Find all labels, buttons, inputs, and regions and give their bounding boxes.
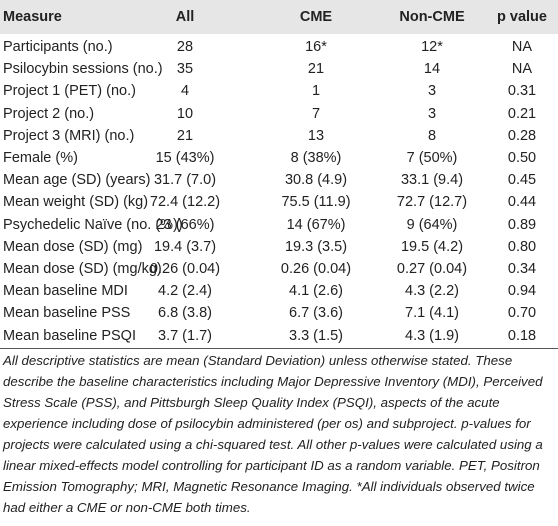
row-label: Mean baseline PSS (3, 305, 131, 322)
cell: 0.21 (507, 105, 537, 122)
row-label: Mean age (SD) (years) (3, 172, 151, 189)
cell: 0.70 (507, 305, 537, 322)
cell: 6.8 (3.8) (158, 305, 212, 322)
cell: 72.4 (12.2) (149, 194, 221, 211)
cell: 35 (176, 61, 194, 78)
cell: NA (511, 39, 533, 55)
cell: 21 (307, 61, 325, 78)
cell: 15 (43%) (155, 150, 215, 166)
cell: 16* (305, 39, 327, 55)
row-label: Project 3 (MRI) (no.) (3, 127, 135, 144)
cell: 0.45 (507, 172, 537, 189)
row-label: Psilocybin sessions (no.) (3, 61, 163, 78)
cell: 4.3 (2.2) (405, 283, 459, 300)
cell: 19.3 (3.5) (284, 238, 348, 255)
row-label: Mean baseline PSQI (3, 327, 136, 344)
cell: 14 (423, 61, 441, 78)
cell: 0.28 (507, 127, 537, 144)
cell: 0.34 (507, 261, 537, 277)
row-label: Mean dose (SD) (mg) (3, 238, 143, 255)
cell: 33.1 (9.4) (400, 172, 464, 189)
cell: 8 (427, 127, 437, 144)
row-label: Mean baseline MDI (3, 283, 128, 300)
cell: 31.7 (7.0) (153, 172, 217, 189)
row-label: Project 1 (PET) (no.) (3, 83, 136, 100)
cell: 0.44 (507, 194, 537, 211)
cell: 13 (307, 127, 325, 144)
cell: 23 (66%) (155, 216, 215, 233)
cell: 21 (176, 127, 194, 144)
cell: 12* (421, 39, 443, 55)
cell: 0.26 (0.04) (149, 261, 221, 277)
cell: 30.8 (4.9) (284, 172, 348, 189)
cell: 0.18 (507, 327, 537, 344)
cell: 10 (176, 105, 194, 122)
cell: 14 (67%) (286, 216, 346, 233)
row-label: Mean dose (SD) (mg/kg) (3, 261, 162, 277)
row-label: Project 2 (no.) (3, 105, 95, 122)
cell: 3 (427, 105, 437, 122)
cell: NA (511, 61, 533, 78)
cell: 6.7 (3.6) (289, 305, 343, 322)
cell: 0.31 (507, 83, 537, 100)
cell: 72.7 (12.7) (396, 194, 468, 211)
row-label: Female (%) (3, 150, 78, 166)
cell: 4 (180, 83, 190, 100)
rule (0, 348, 558, 349)
cell: 4.1 (2.6) (289, 283, 343, 300)
header-cell: p value (497, 9, 547, 25)
cell: 9 (64%) (406, 216, 458, 233)
header-cell: CME (299, 9, 333, 25)
row-label: Mean weight (SD) (kg) (3, 194, 149, 211)
cell: 3.3 (1.5) (289, 327, 343, 344)
footnote: All descriptive statistics are mean (Sta… (3, 353, 543, 515)
header-cell: Non-CME (399, 9, 465, 25)
cell: 0.26 (0.04) (280, 261, 352, 277)
row-label: Participants (no.) (3, 39, 113, 55)
cell: 0.50 (507, 150, 537, 166)
cell: 7 (311, 105, 321, 122)
header-cell: Measure (3, 9, 62, 25)
cell: 8 (38%) (290, 150, 342, 166)
cell: 28 (176, 39, 194, 55)
cell: 4.3 (1.9) (405, 327, 459, 344)
row-label: Psychedelic Naïve (no. (%)) (3, 216, 183, 233)
cell: 0.27 (0.04) (396, 261, 468, 277)
cell: 3 (427, 83, 437, 100)
cell: 3.7 (1.7) (158, 327, 212, 344)
header-cell: All (175, 9, 195, 25)
cell: 0.89 (507, 216, 537, 233)
cell: 75.5 (11.9) (281, 194, 351, 211)
header-band (0, 0, 558, 34)
cell: 1 (311, 83, 321, 100)
cell: 19.5 (4.2) (400, 238, 464, 255)
cell: 0.80 (507, 238, 537, 255)
cell: 4.2 (2.4) (158, 283, 212, 300)
cell: 7 (50%) (406, 150, 458, 166)
cell: 0.94 (507, 283, 537, 300)
cell: 7.1 (4.1) (405, 305, 459, 322)
cell: 19.4 (3.7) (153, 238, 217, 255)
